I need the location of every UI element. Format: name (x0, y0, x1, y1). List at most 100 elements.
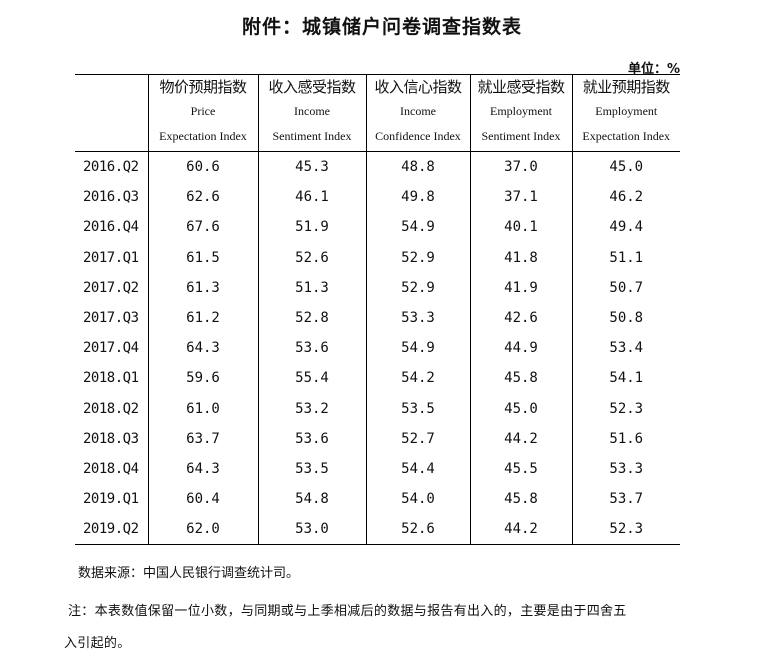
table-header: 物价预期指数 Price Expectation Index 收入感受指数 Income… (75, 74, 680, 152)
value-cell: 61.3 (147, 272, 258, 303)
value-cell: 62.6 (147, 182, 258, 213)
value-cell: 45.8 (469, 484, 572, 515)
value-cell: 51.6 (571, 423, 680, 454)
value-cell: 45.5 (469, 453, 572, 485)
value-cell: 53.3 (365, 302, 470, 334)
quarter-cell: 2018.Q2 (83, 400, 139, 417)
value-cell: 53.5 (257, 453, 366, 485)
quarter-cell: 2018.Q3 (83, 430, 139, 447)
value-cell: 37.0 (469, 151, 572, 183)
data-source: 数据来源：中国人民银行调查统计司。 (78, 566, 300, 581)
column-header-zh: 物价预期指数 (159, 78, 247, 96)
quarter-cell: 2018.Q4 (83, 460, 139, 477)
value-cell: 53.4 (571, 333, 680, 364)
value-cell: 54.1 (571, 363, 680, 394)
value-cell: 54.9 (365, 212, 470, 243)
column-header-en: Expectation Index (582, 129, 671, 143)
table-row: 2017.Q3 61.2 52.8 53.3 42.6 50.8 (75, 302, 680, 334)
value-cell: 50.7 (571, 272, 680, 303)
header-corner (75, 74, 148, 152)
value-cell: 52.7 (365, 423, 470, 454)
column-header: 收入信心指数 Income Confidence Index (365, 74, 470, 152)
value-cell: 64.3 (147, 333, 258, 364)
column-header: 就业感受指数 Employment Sentiment Index (469, 74, 572, 152)
quarter-cell: 2016.Q3 (83, 189, 139, 206)
value-cell: 53.7 (571, 484, 680, 515)
column-header-zh: 收入感受指数 (268, 78, 356, 96)
page-title: 附件：城镇储户问卷调查指数表 (241, 16, 522, 38)
value-cell: 40.1 (469, 212, 572, 243)
value-cell: 54.0 (365, 484, 470, 515)
table-row: 2017.Q1 61.5 52.6 52.9 41.8 51.1 (75, 242, 680, 273)
table-row: 2019.Q1 60.4 54.8 54.0 45.8 53.7 (75, 484, 680, 515)
column-header-en: Employment (595, 104, 658, 118)
value-cell: 59.6 (147, 363, 258, 394)
column-header-en: Sentiment Index (272, 129, 352, 143)
index-table: 物价预期指数 Price Expectation Index 收入感受指数 Income… (75, 74, 680, 546)
quarter-cell: 2019.Q2 (83, 521, 139, 538)
quarter-cell: 2018.Q1 (83, 370, 139, 387)
value-cell: 62.0 (147, 514, 258, 545)
value-cell: 61.0 (147, 393, 258, 424)
value-cell: 41.8 (469, 242, 572, 273)
value-cell: 49.8 (365, 182, 470, 213)
value-cell: 41.9 (469, 272, 572, 303)
value-cell: 63.7 (147, 423, 258, 454)
quarter-cell: 2017.Q2 (83, 279, 139, 296)
value-cell: 54.8 (257, 484, 366, 515)
unit-label: 单位：% (627, 62, 680, 77)
value-cell: 54.2 (365, 363, 470, 394)
quarter-cell: 2016.Q2 (83, 159, 139, 176)
column-header-en: Expectation Index (159, 129, 247, 143)
value-cell: 53.0 (257, 514, 366, 545)
table-row: 2018.Q4 64.3 53.5 54.4 45.5 53.3 (75, 453, 680, 485)
column-header-zh: 就业感受指数 (477, 78, 565, 96)
value-cell: 45.3 (257, 151, 366, 183)
table-row: 2017.Q2 61.3 51.3 52.9 41.9 50.7 (75, 272, 680, 303)
value-cell: 52.3 (571, 393, 680, 424)
value-cell: 51.1 (571, 242, 680, 273)
column-header-en: Income (294, 104, 330, 118)
value-cell: 49.4 (571, 212, 680, 243)
column-header-en: Employment (490, 104, 552, 118)
value-cell: 45.0 (571, 151, 680, 183)
column-header-en: Confidence Index (375, 129, 461, 143)
value-cell: 53.6 (257, 333, 366, 364)
footnote-line-1: 注：本表数值保留一位小数，与同期或与上季相减后的数据与报告有出入的，主要是由于四… (68, 604, 627, 619)
value-cell: 53.2 (257, 393, 366, 424)
table-row: 2016.Q4 67.6 51.9 54.9 40.1 49.4 (75, 212, 680, 243)
column-header: 收入感受指数 Income Sentiment Index (257, 74, 366, 152)
value-cell: 45.8 (469, 363, 572, 394)
value-cell: 64.3 (147, 453, 258, 485)
value-cell: 60.6 (147, 151, 258, 183)
value-cell: 42.6 (469, 302, 572, 334)
table-row: 2018.Q3 63.7 53.6 52.7 44.2 51.6 (75, 423, 680, 454)
footnote-line-2: 入引起的。 (64, 636, 131, 651)
value-cell: 52.6 (257, 242, 366, 273)
table-row: 2018.Q1 59.6 55.4 54.2 45.8 54.1 (75, 363, 680, 394)
column-header-zh: 就业预期指数 (582, 78, 671, 96)
value-cell: 53.6 (257, 423, 366, 454)
table-row: 2017.Q4 64.3 53.6 54.9 44.9 53.4 (75, 333, 680, 364)
value-cell: 52.9 (365, 242, 470, 273)
table-row: 2018.Q2 61.0 53.2 53.5 45.0 52.3 (75, 393, 680, 424)
value-cell: 52.8 (257, 302, 366, 334)
value-cell: 51.3 (257, 272, 366, 303)
value-cell: 44.9 (469, 333, 572, 364)
value-cell: 48.8 (365, 151, 470, 183)
column-header-en: Price (190, 104, 216, 118)
quarter-cell: 2016.Q4 (83, 219, 139, 236)
value-cell: 46.1 (257, 182, 366, 213)
value-cell: 44.2 (469, 423, 572, 454)
table-row: 2016.Q3 62.6 46.1 49.8 37.1 46.2 (75, 182, 680, 213)
column-header-en: Sentiment Index (481, 129, 561, 143)
value-cell: 55.4 (257, 363, 366, 394)
value-cell: 45.0 (469, 393, 572, 424)
value-cell: 53.3 (571, 453, 680, 485)
value-cell: 37.1 (469, 182, 572, 213)
value-cell: 52.6 (365, 514, 470, 545)
column-header-en: Income (400, 104, 436, 118)
value-cell: 50.8 (571, 302, 680, 334)
column-header: 就业预期指数 Employment Expectation Index (571, 74, 680, 152)
value-cell: 44.2 (469, 514, 572, 545)
